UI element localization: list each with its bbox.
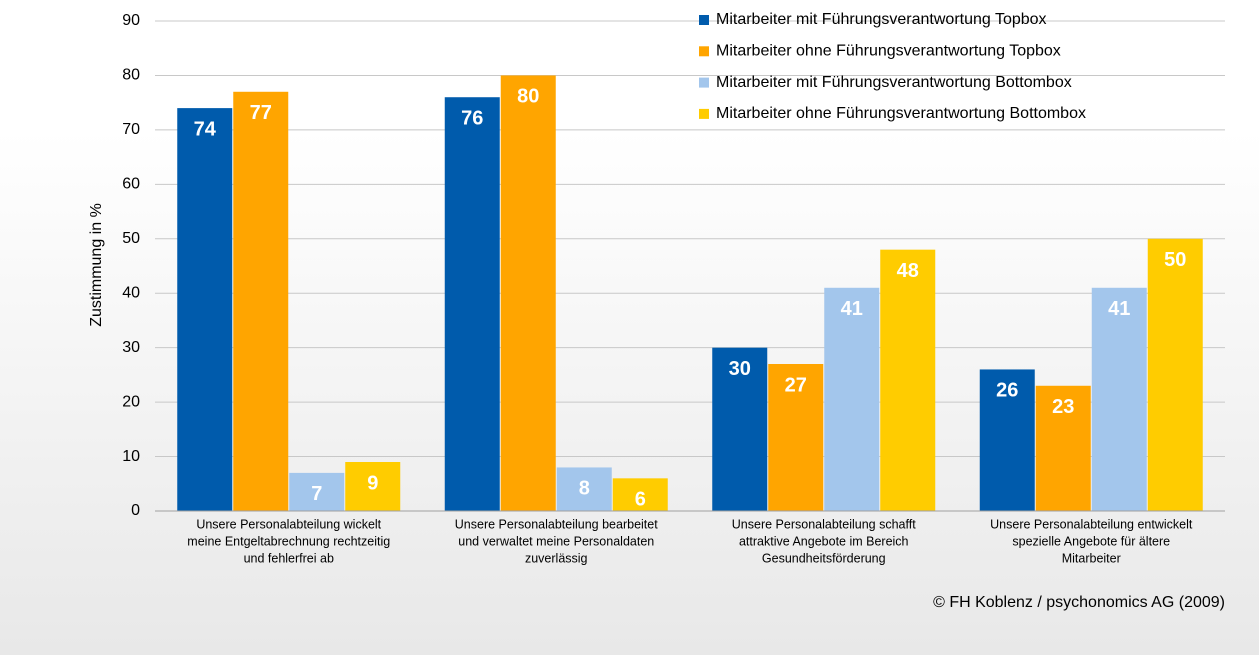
y-tick-label: 50 [122, 230, 140, 247]
bar [556, 467, 612, 511]
legend-swatch [699, 15, 709, 25]
value-label: 80 [517, 86, 539, 108]
bar [500, 75, 556, 511]
bar [1035, 385, 1091, 511]
value-label: 26 [996, 380, 1018, 402]
x-tick-label: Unsere Personalabteilung entwickelt [990, 517, 1193, 531]
y-axis-label: Zustimmung in % [88, 203, 105, 327]
value-label: 77 [250, 102, 272, 124]
legend-label: Mitarbeiter mit Führungsverantwortung Bo… [716, 74, 1072, 91]
value-label: 7 [311, 483, 322, 505]
bar [233, 91, 289, 512]
y-tick-label: 90 [122, 12, 140, 29]
legend-label: Mitarbeiter ohne Führungsverantwortung T… [716, 43, 1061, 60]
y-tick-label: 20 [122, 393, 140, 410]
bar [712, 347, 768, 511]
value-label: 48 [897, 260, 919, 282]
x-tick-label: zuverlässig [525, 551, 588, 565]
value-label: 41 [1108, 298, 1130, 320]
x-tick-label: Unsere Personalabteilung bearbeitet [455, 517, 658, 531]
bar [824, 287, 880, 511]
value-label: 23 [1052, 396, 1074, 418]
y-tick-label: 0 [131, 502, 140, 519]
bar [345, 462, 401, 511]
x-tick-label: Mitarbeiter [1062, 551, 1121, 565]
bar [289, 472, 345, 511]
x-tick-label: Gesundheitsförderung [762, 551, 886, 565]
legend-swatch [699, 46, 709, 57]
x-tick-label: attraktive Angebote im Bereich [739, 534, 909, 548]
bar [1147, 238, 1203, 511]
value-label: 8 [579, 478, 590, 500]
value-label: 30 [729, 358, 751, 380]
value-label: 76 [461, 108, 483, 130]
bar [768, 364, 824, 511]
value-label: 41 [841, 298, 863, 320]
y-tick-label: 60 [122, 176, 140, 193]
y-tick-label: 30 [122, 339, 140, 356]
bar [880, 249, 936, 511]
bar [612, 478, 668, 511]
value-label: 74 [194, 118, 217, 140]
y-tick-label: 10 [122, 448, 140, 465]
legend-swatch [699, 108, 709, 119]
bar [444, 97, 500, 511]
x-tick-label: Unsere Personalabteilung schafft [732, 517, 916, 531]
x-tick-label: meine Entgeltabrechnung rechtzeitig [187, 534, 390, 548]
bar [1091, 287, 1147, 511]
value-label: 6 [635, 489, 646, 511]
y-tick-label: 80 [122, 67, 140, 84]
x-tick-label: Unsere Personalabteilung wickelt [196, 517, 381, 531]
x-tick-label: und fehlerfrei ab [244, 551, 334, 565]
value-label: 9 [367, 472, 378, 494]
value-label: 50 [1164, 249, 1186, 271]
legend-label: Mitarbeiter mit Führungsverantwortung To… [716, 11, 1047, 28]
bar [979, 369, 1035, 511]
y-tick-label: 70 [122, 121, 140, 138]
x-tick-label: und verwaltet meine Personaldaten [458, 534, 654, 548]
x-tick-label: spezielle Angebote für ältere [1012, 534, 1170, 548]
copyright-note: © FH Koblenz / psychonomics AG (2009) [933, 594, 1225, 611]
y-tick-label: 40 [122, 284, 140, 301]
legend-label: Mitarbeiter ohne Führungsverantwortung B… [716, 105, 1086, 122]
legend-swatch [699, 77, 709, 88]
value-label: 27 [785, 374, 807, 396]
bar [177, 108, 233, 511]
